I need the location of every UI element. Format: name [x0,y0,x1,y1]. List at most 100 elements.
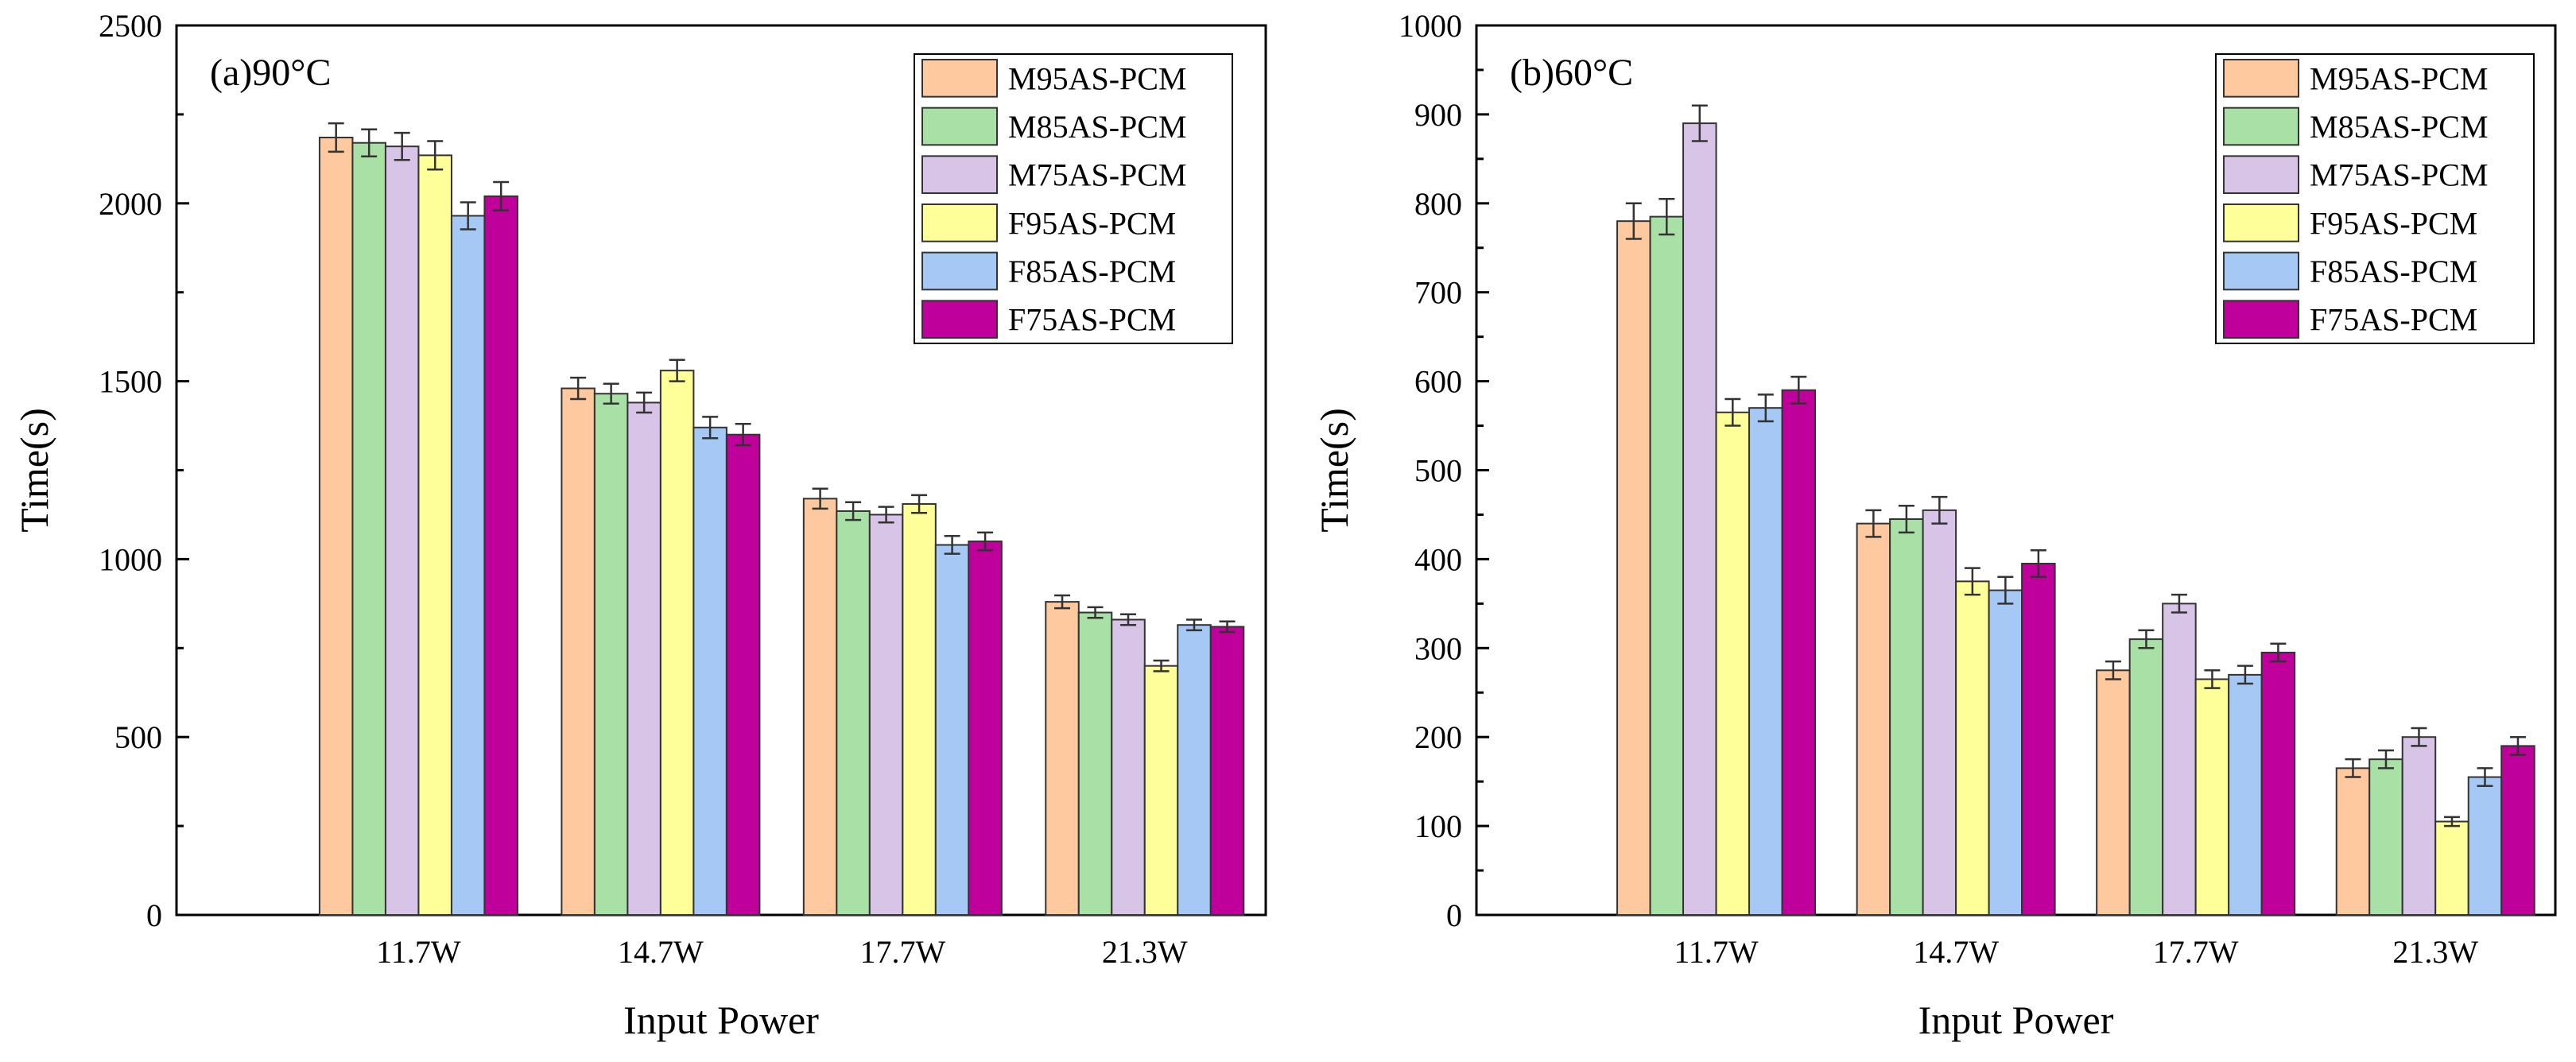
y-axis-title: Time(s) [1312,408,1356,533]
bar-m75as-pcm-21.3w [1111,618,1146,916]
x-axis-title: Input Power [1918,998,2114,1042]
y-tick-label: 800 [1414,186,1462,222]
bar-f75as-pcm-17.7w [968,541,1003,917]
y-axis-title: Time(s) [12,408,56,533]
legend-label: F85AS-PCM [2310,254,2477,289]
y-tick-label: 500 [1414,453,1462,489]
x-tick-label: 17.7W [2153,934,2239,970]
x-axis-title: Input Power [623,998,819,1042]
panel-title: (a)90°C [210,52,331,94]
x-tick-label: 17.7W [859,934,945,970]
bar-m75as-pcm-14.7w [627,401,661,916]
legend-box [2215,53,2535,344]
bar-m75as-pcm-21.3w [2401,736,2437,917]
bar-m85as-pcm-11.7w [1649,215,1685,916]
legend-swatch-f95as-pcm [2223,203,2299,242]
x-tick-label: 21.3W [2392,934,2478,970]
x-tick-label: 14.7W [618,934,704,970]
bar-m75as-pcm-11.7w [1682,122,1717,916]
bar-m95as-pcm-17.7w [802,498,838,916]
panel-b: 0 100 200 300 400 500 600 700 800 900 1000 11.7W 14.… [1312,8,2557,1042]
bar-f75as-pcm-14.7w [2021,562,2056,916]
bar-f75as-pcm-17.7w [2260,651,2296,917]
bar-f75as-pcm-21.3w [1209,626,1245,916]
legend-swatch-m75as-pcm [921,155,998,194]
bar-m85as-pcm-11.7w [351,141,386,916]
y-tick-label: 700 [1414,275,1462,311]
bar-m95as-pcm-11.7w [1616,220,1651,916]
y-tick-label: 1000 [1399,8,1462,44]
legend-label: F75AS-PCM [2310,302,2477,338]
legend-label: M75AS-PCM [1008,157,1187,193]
bar-m95as-pcm-14.7w [1856,522,1891,916]
bar-f85as-pcm-14.7w [692,426,727,916]
legend-box [914,53,1233,344]
y-tick-label: 300 [1414,630,1462,666]
legend-label: M75AS-PCM [2310,157,2489,193]
y-tick-label: 200 [1414,719,1462,755]
legend-swatch-m95as-pcm [2223,59,2299,98]
x-tick-label: 21.3W [1102,934,1188,970]
bar-f95as-pcm-17.7w [902,503,937,916]
x-tick-label: 11.7W [376,934,461,970]
y-tick-label: 600 [1414,364,1462,400]
bar-f85as-pcm-21.3w [1177,624,1212,916]
y-tick-label: 500 [114,719,162,755]
bar-f75as-pcm-21.3w [2500,745,2535,917]
bar-f95as-pcm-11.7w [417,154,452,916]
bar-f95as-pcm-11.7w [1715,411,1751,916]
bar-f85as-pcm-11.7w [450,215,486,916]
legend-label: F95AS-PCM [1008,205,1176,241]
legend-swatch-f95as-pcm [921,203,998,242]
bar-m85as-pcm-17.7w [836,510,871,916]
bar-f85as-pcm-14.7w [1988,589,2023,916]
y-tick-label: 100 [1414,808,1462,844]
panel-title: (b)60°C [1510,52,1633,94]
bar-f95as-pcm-21.3w [1143,665,1179,916]
y-tick-label: 2000 [99,186,162,222]
bar-m85as-pcm-21.3w [1077,611,1113,916]
bar-m75as-pcm-17.7w [868,514,904,916]
bar-m75as-pcm-17.7w [2162,603,2197,916]
legend-swatch-f85as-pcm [921,251,998,291]
legend-label: F75AS-PCM [1008,302,1176,338]
panel-a: 0 500 1000 1500 2000 2500 11.7W 14.7W 17.7W 21.3W… [12,8,1267,1042]
legend-swatch-m75as-pcm [2223,155,2299,194]
bar-f95as-pcm-17.7w [2194,678,2230,917]
bar-f85as-pcm-11.7w [1748,407,1783,916]
legend-swatch-m95as-pcm [921,59,998,98]
x-tick-label: 14.7W [1913,934,1999,970]
legend-swatch-m85as-pcm [921,107,998,146]
x-tick-label: 11.7W [1674,934,1759,970]
bar-f85as-pcm-17.7w [934,544,970,916]
legend-label: M95AS-PCM [2310,60,2489,96]
bar-m95as-pcm-14.7w [561,387,596,916]
y-tick-label: 400 [1414,541,1462,577]
bar-f85as-pcm-21.3w [2467,776,2503,916]
bar-m95as-pcm-21.3w [2335,767,2371,916]
bar-m95as-pcm-21.3w [1045,601,1080,916]
bar-m85as-pcm-21.3w [2368,758,2403,916]
bar-m85as-pcm-14.7w [1889,518,1924,916]
bar-m95as-pcm-11.7w [318,136,354,916]
y-tick-label: 1500 [99,364,162,400]
y-tick-label: 900 [1414,97,1462,133]
legend-swatch-f85as-pcm [2223,251,2299,291]
bar-m75as-pcm-14.7w [1922,509,1957,916]
legend-label: F95AS-PCM [2310,205,2477,241]
y-tick-label: 2500 [99,8,162,44]
bar-f95as-pcm-21.3w [2434,820,2469,917]
bar-m75as-pcm-11.7w [384,145,420,916]
bar-f95as-pcm-14.7w [1955,580,1990,916]
legend-label: M85AS-PCM [2310,109,2489,145]
y-tick-label: 0 [1446,897,1462,933]
bar-m95as-pcm-17.7w [2096,669,2131,917]
legend-label: M95AS-PCM [1008,60,1187,96]
legend-label: F85AS-PCM [1008,254,1176,289]
legend-swatch-f75as-pcm [921,300,998,339]
bar-f85as-pcm-17.7w [2228,673,2263,916]
bar-m85as-pcm-17.7w [2128,638,2164,916]
legend-swatch-m85as-pcm [2223,107,2299,146]
legend-label: M85AS-PCM [1008,109,1187,145]
